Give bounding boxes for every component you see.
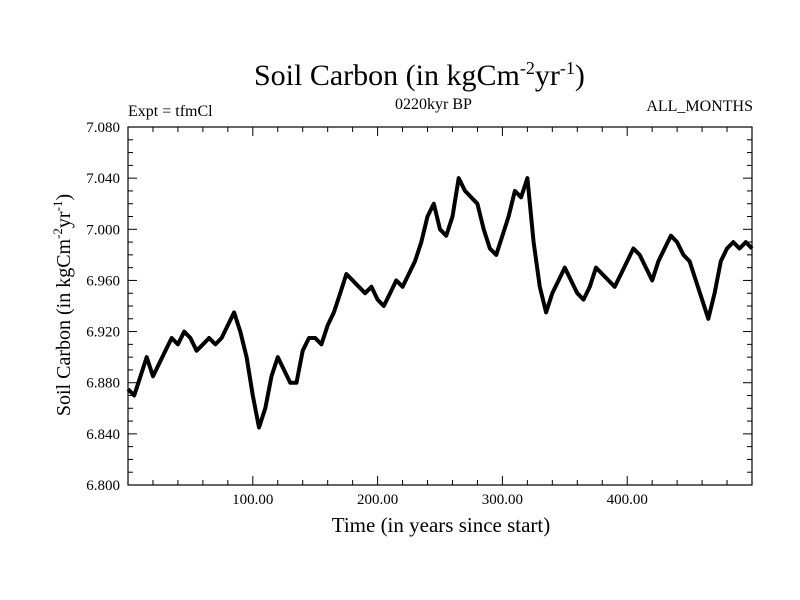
y-axis-label: Soil Carbon (in kgCm-2yr-1) bbox=[50, 194, 75, 416]
x-tick-label: 300.00 bbox=[482, 492, 523, 508]
y-axis-label-exp2: -1 bbox=[50, 201, 65, 212]
x-tick-label: 400.00 bbox=[607, 492, 648, 508]
series-line-0 bbox=[126, 176, 754, 430]
x-tick-label: 100.00 bbox=[232, 492, 273, 508]
y-tick-label: 6.800 bbox=[86, 478, 120, 494]
x-axis: 100.00 200.00 300.00 400.00 bbox=[152, 127, 728, 508]
x-axis-label: Time (in years since start) bbox=[332, 513, 551, 537]
months-label: ALL_MONTHS bbox=[646, 98, 753, 115]
subtitle: 0220kyr BP bbox=[395, 96, 472, 113]
y-tick-label: 6.960 bbox=[86, 273, 120, 289]
y-tick-label: 6.880 bbox=[86, 376, 120, 392]
experiment-label: Expt = tfmCl bbox=[128, 103, 213, 120]
y-tick-label: 7.040 bbox=[86, 171, 120, 187]
x-tick-label: 200.00 bbox=[357, 492, 398, 508]
y-axis: 6.800 6.840 6.880 6.920 6.960 7.000 7.040 7.080 bbox=[86, 120, 752, 494]
chart-title-text: Soil Carbon (in kgCm bbox=[254, 59, 520, 92]
y-tick-label: 6.840 bbox=[86, 427, 120, 443]
y-tick-label: 7.080 bbox=[86, 120, 120, 136]
plot-frame bbox=[127, 126, 753, 486]
chart-title-mid: yr bbox=[534, 59, 560, 92]
y-axis-label-exp1: -2 bbox=[50, 228, 65, 239]
y-tick-label: 7.000 bbox=[86, 222, 120, 238]
y-tick-label: 6.920 bbox=[86, 325, 120, 341]
y-axis-label-text: Soil Carbon (in kgCm bbox=[53, 238, 75, 416]
chart-title-end: ) bbox=[574, 59, 585, 92]
y-axis-label-mid: yr bbox=[53, 211, 75, 228]
chart-title-exp1: -2 bbox=[519, 58, 535, 78]
chart-title: Soil Carbon (in kgCm-2yr-1) bbox=[254, 58, 585, 93]
y-axis-label-end: ) bbox=[53, 194, 75, 201]
chart-title-exp2: -1 bbox=[559, 58, 575, 78]
plot-area bbox=[126, 126, 754, 486]
